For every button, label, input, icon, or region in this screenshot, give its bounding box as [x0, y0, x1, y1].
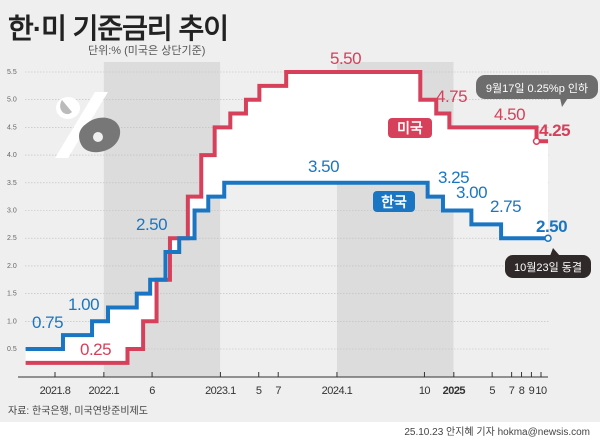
y-tick-label: 5.5: [7, 69, 17, 76]
label-korea-1.00: 1.00: [68, 295, 99, 314]
y-tick-label: 1.5: [7, 291, 17, 298]
legend-us-label: 미국: [397, 120, 423, 136]
percent-icon: [55, 92, 121, 158]
x-tick-label: 9: [529, 385, 535, 397]
label-korea-2.50: 2.50: [136, 215, 167, 234]
label-us-4.25-current: 4.25: [539, 121, 570, 140]
legend-korea-badge: 한국: [373, 191, 415, 212]
subtitle: 단위:% (미국은 상단기준): [88, 44, 205, 57]
y-tick-label: 0.5: [7, 346, 17, 353]
y-tick-label: 3.0: [7, 208, 17, 215]
y-tick-label: 2.5: [7, 235, 17, 242]
source-note: 자료: 한국은행, 미국연방준비제도: [8, 405, 148, 417]
us-cut-callout: 9월17일 0.25%p 인하: [476, 75, 598, 107]
legend-us-badge: 미국: [388, 118, 432, 138]
x-tick-label: 5: [489, 385, 495, 397]
us-rate-line: [25, 70, 549, 365]
korea-hold-text: 10월23일 동결: [514, 260, 582, 274]
x-tick-label: 7: [275, 385, 281, 397]
x-tick-label: 2022.1: [89, 385, 120, 397]
label-korea-2.50-current: 2.50: [536, 217, 567, 236]
label-korea-3.50: 3.50: [308, 157, 339, 176]
korea-rate-line: [25, 180, 549, 351]
label-korea-3.00: 3.00: [456, 183, 487, 202]
korea-hold-marker: [544, 234, 552, 242]
x-tick-label: 2021.8: [40, 385, 71, 397]
x-tick-label: 7: [509, 385, 515, 397]
x-tick-label: 10: [535, 385, 547, 397]
x-tick-label: 6: [149, 385, 155, 397]
label-us-0.25: 0.25: [80, 340, 111, 359]
x-tick-label: 2024.1: [322, 385, 353, 397]
label-korea-2.75: 2.75: [490, 197, 521, 216]
x-tick-label: 8: [519, 385, 525, 397]
us-cut-text: 9월17일 0.25%p 인하: [486, 81, 588, 95]
y-tick-label: 1.0: [7, 318, 17, 325]
label-korea-3.25: 3.25: [438, 168, 469, 187]
label-korea-0.75: 0.75: [32, 313, 63, 332]
page-title: 한·미 기준금리 추이: [8, 13, 228, 44]
x-tick-label: 10: [419, 385, 431, 397]
legend-korea-label: 한국: [381, 194, 407, 210]
label-us-4.75: 4.75: [436, 87, 467, 106]
us-cut-marker: [532, 137, 541, 145]
y-tick-label: 4.0: [7, 152, 17, 159]
y-tick-label: 4.5: [7, 124, 17, 131]
korea-hold-callout: 10월23일 동결: [505, 248, 591, 278]
y-tick-label: 3.5: [7, 180, 17, 187]
y-tick-label: 2.0: [7, 263, 17, 270]
credit: 25.10.23 안지혜 기자 hokma@newsis.com: [404, 426, 590, 438]
y-tick-label: 5.0: [7, 97, 17, 104]
x-tick-label: 5: [256, 385, 262, 397]
x-tick-label: 2023.1: [205, 385, 236, 397]
label-us-4.50: 4.50: [494, 105, 525, 124]
label-us-5.50: 5.50: [330, 49, 361, 68]
x-tick-label: 2025: [443, 385, 466, 397]
